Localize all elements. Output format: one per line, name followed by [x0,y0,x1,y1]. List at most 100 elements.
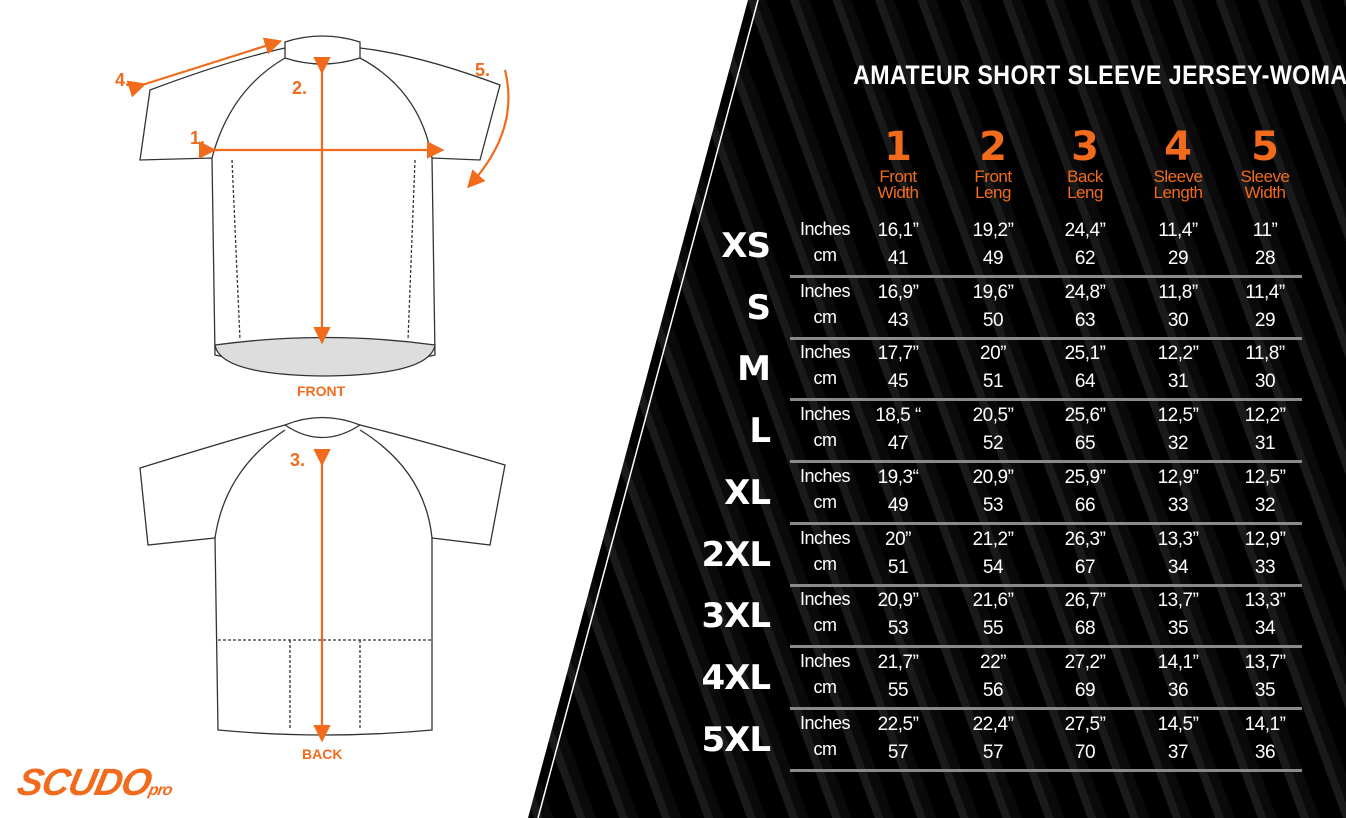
inches-value: 24,4” [1064,220,1106,241]
cm-value: 53 [982,494,1004,516]
back-jersey [139,416,506,736]
cm-value: 41 [887,248,909,269]
cm-value: 50 [982,309,1004,331]
inches-value: 14,1” [1244,713,1286,735]
unit-cm: cm [813,615,838,636]
inches-value: 13,7” [1157,590,1199,612]
inches-value: 12,2” [1157,343,1199,365]
inches-value: 19,6” [972,281,1014,303]
unit-cm: cm [813,676,838,697]
cm-value: 49 [887,494,909,516]
unit-inches: Inches [799,712,851,733]
cm-value: 29 [1254,309,1276,331]
cm-value: 32 [1167,433,1189,455]
chart-title: AMATEUR SHORT SLEEVE JERSEY-WOMAN [853,60,1346,90]
cm-value: 29 [1167,248,1189,269]
unit-cm: cm [813,306,838,327]
inches-value: 20” [885,528,911,550]
cm-value: 35 [1167,618,1189,640]
inches-value: 11,4” [1245,281,1285,303]
inches-value: 21,7” [877,651,919,673]
column-number: 2 [979,124,1007,170]
unit-cm: cm [813,245,838,265]
inches-value: 20,9” [877,590,919,612]
size-row: 4XL Inches cm 21,7” 55 22” 56 27,2” 69 14,1” 36… [690,648,1302,710]
row-divider [790,706,1302,710]
inches-value: 20,9” [972,466,1014,488]
logo-text: SCUDO [13,762,155,804]
column-label: Width [1244,183,1286,202]
unit-inches: Inches [799,219,851,239]
inches-value: 27,5” [1064,713,1106,735]
inches-value: 14,5” [1157,713,1199,735]
cm-value: 34 [1254,618,1276,640]
cm-value: 55 [982,618,1004,640]
front-label: FRONT [297,383,346,399]
cm-value: 57 [982,741,1004,763]
front-jersey [139,35,501,377]
cm-value: 33 [1167,494,1189,516]
cm-value: 55 [887,679,909,701]
inches-value: 11” [1252,220,1278,241]
row-divider [790,275,1302,278]
column-number: 1 [884,124,912,170]
cm-value: 31 [1254,433,1276,455]
cm-value: 37 [1167,741,1189,763]
inches-value: 22,5” [877,713,919,735]
row-divider [790,336,1302,340]
inches-value: 13,7” [1244,651,1286,673]
cm-value: 68 [1074,618,1096,640]
column-header: 1 Front Width [853,125,943,201]
measurement-arrows [126,37,510,743]
inches-value: 20,5” [972,405,1014,427]
column-header: 5 Sleeve Width [1220,125,1310,201]
inches-value: 24,8” [1064,281,1106,303]
cm-value: 57 [887,741,909,763]
cm-value: 36 [1167,679,1189,701]
unit-inches: Inches [799,465,851,486]
cm-value: 32 [1254,494,1276,516]
column-number: 4 [1164,124,1192,170]
back-label: BACK [302,746,343,762]
inches-value: 11,8” [1245,343,1285,365]
cm-value: 54 [982,556,1004,578]
unit-inches: Inches [799,527,851,548]
size-label: L [749,411,771,452]
inches-value: 12,5” [1244,466,1286,488]
size-label: XL [724,472,771,513]
cm-value: 53 [887,618,909,640]
cm-value: 28 [1254,248,1276,269]
inches-value: 12,2” [1244,405,1286,427]
jersey-diagram [126,35,510,743]
size-row: 2XL Inches cm 20” 51 21,2” 54 26,3” 67 13,3” 34… [690,525,1302,587]
inches-value: 25,9” [1064,466,1106,488]
size-row: XL Inches cm 19,3“ 49 20,9” 53 25,9” 66 12,9” 3… [690,463,1302,525]
cm-value: 64 [1074,371,1096,393]
cm-value: 51 [887,556,909,578]
inches-value: 21,2” [972,528,1014,550]
cm-value: 52 [982,433,1004,455]
column-label: Sleeve [1153,167,1203,186]
cm-value: 69 [1074,679,1096,701]
size-label: 4XL [701,657,771,698]
row-divider [790,398,1302,402]
marker-4: 4. [115,70,131,90]
inches-value: 25,1” [1064,343,1106,365]
size-row: L Inches cm 18,5 “ 47 20,5” 52 25,6” 65 12,5” 3… [690,401,1302,464]
column-label: Width [877,183,919,202]
row-divider [790,768,1302,772]
cm-value: 62 [1074,248,1096,269]
size-row: XS Inches cm 16,1” 41 19,2” 49 24,4” 62 11,4” 2… [690,216,1302,278]
unit-cm: cm [813,368,838,389]
size-row: S Inches cm 16,9” 43 19,6” 50 24,8” 63 11,8” 30… [690,278,1302,340]
column-header: 3 Back Leng [1040,125,1130,201]
cm-value: 31 [1167,371,1189,393]
unit-cm: cm [813,491,838,512]
inches-value: 26,7” [1064,590,1106,612]
column-number: 5 [1251,124,1279,170]
cm-value: 66 [1074,494,1096,516]
unit-inches: Inches [799,589,851,610]
marker-3: 3. [290,450,306,470]
cm-value: 70 [1074,741,1096,763]
cm-value: 63 [1074,309,1096,331]
